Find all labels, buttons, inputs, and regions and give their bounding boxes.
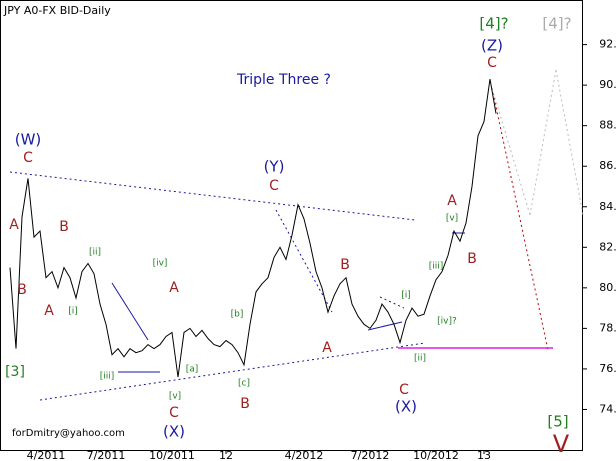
wave-label: V — [553, 430, 570, 458]
wave-label: [iv]? — [437, 317, 457, 327]
wave-label: C — [23, 150, 33, 166]
y-tick-label: 82.00 — [599, 240, 616, 253]
plot-frame — [0, 0, 583, 451]
wave-label: [4]? — [479, 15, 508, 33]
chart-subtitle: Triple Three ? — [236, 72, 331, 88]
chart-title: JPY A0-FX BID-Daily — [3, 4, 111, 17]
wave-label: [b] — [231, 310, 244, 320]
x-tick-label: 10/2011 — [149, 449, 195, 461]
wave-label: A — [322, 340, 332, 356]
wave-line — [367, 321, 403, 331]
wave-label: [4]? — [542, 15, 571, 33]
wave-label: [c] — [238, 379, 250, 389]
wave-label: [iii] — [100, 372, 115, 382]
wave-label: [i] — [68, 307, 78, 317]
x-tick-label: 13 — [477, 449, 491, 461]
wave-label: (Z) — [481, 37, 503, 55]
y-tick-label: 80.00 — [599, 281, 616, 294]
wave-label: [5] — [547, 413, 568, 431]
footer: forDmitry@yahoo.com — [12, 428, 125, 439]
y-tick-label: 92.00 — [599, 38, 616, 51]
wave-label: [a] — [186, 365, 199, 375]
wave-label: [3] — [5, 364, 25, 380]
wave-label: [ii] — [89, 248, 101, 258]
wave-line — [111, 282, 149, 341]
wave-label: (X) — [395, 398, 417, 416]
y-tick-label: 90.00 — [599, 78, 616, 91]
wave-label: B — [240, 396, 250, 412]
wave-label: B — [467, 251, 477, 267]
wave-label: B — [17, 282, 27, 298]
y-tick-label: 78.00 — [599, 321, 616, 334]
y-tick-label: 74.00 — [599, 402, 616, 415]
wave-label: (X) — [163, 423, 185, 441]
wave-label: [v] — [446, 214, 458, 224]
wave-label: A — [169, 280, 179, 296]
wave-label: B — [59, 219, 69, 235]
x-tick-label: 7/2011 — [87, 449, 126, 461]
trend-lines — [9, 69, 584, 401]
wave-label: C — [169, 405, 179, 421]
y-tick-label: 88.00 — [599, 119, 616, 132]
wave-line — [275, 209, 333, 313]
x-tick-label: 7/2012 — [351, 449, 390, 461]
projection-line — [491, 87, 531, 216]
x-tick-label: 4/2011 — [27, 449, 66, 461]
x-tick-label: 12 — [219, 449, 233, 461]
wave-label: [iii] — [429, 262, 444, 272]
y-tick-label: 86.00 — [599, 159, 616, 172]
x-tick-label: 10/2012 — [413, 449, 459, 461]
wave-label: [ii] — [414, 354, 426, 364]
wave-label: [v] — [169, 392, 181, 402]
wave-label: C — [487, 55, 497, 71]
wave-label: A — [44, 303, 54, 319]
wave-label: [iv] — [153, 259, 168, 269]
wave-label: A — [447, 193, 457, 209]
wave-label: A — [9, 217, 19, 233]
wave-label: (W) — [15, 131, 42, 149]
wave-label: C — [269, 178, 279, 194]
y-tick-label: 76.00 — [599, 362, 616, 375]
wave-label: B — [340, 257, 350, 273]
price-line — [9, 78, 497, 378]
wave-label: (Y) — [264, 158, 285, 176]
wave-label: C — [399, 382, 409, 398]
y-tick-label: 84.00 — [599, 200, 616, 213]
wave-label: [i] — [401, 291, 411, 301]
x-tick-label: 4/2012 — [285, 449, 324, 461]
